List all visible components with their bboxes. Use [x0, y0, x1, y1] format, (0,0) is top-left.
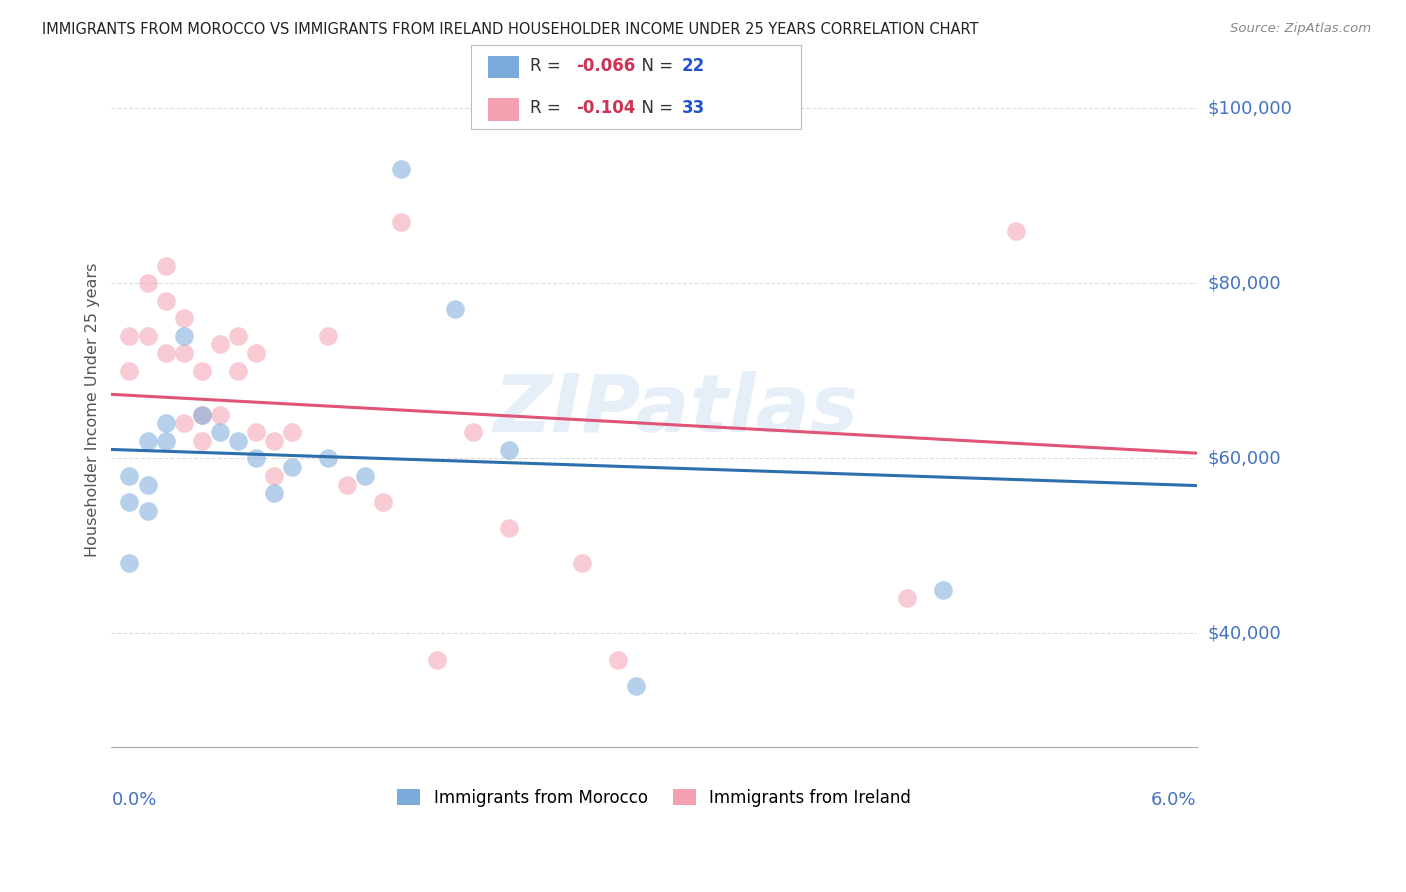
- Point: [226, 434, 249, 448]
- Point: [498, 442, 520, 457]
- Point: [191, 408, 214, 422]
- Point: [245, 425, 267, 439]
- Point: [245, 451, 267, 466]
- Point: [571, 557, 593, 571]
- Point: [353, 468, 375, 483]
- Point: [155, 259, 177, 273]
- Point: [226, 328, 249, 343]
- Text: R =: R =: [530, 57, 567, 75]
- Point: [173, 328, 195, 343]
- Y-axis label: Householder Income Under 25 years: Householder Income Under 25 years: [86, 263, 100, 558]
- Point: [155, 434, 177, 448]
- Text: $80,000: $80,000: [1208, 274, 1281, 293]
- Point: [155, 346, 177, 360]
- Point: [118, 468, 141, 483]
- Text: N =: N =: [631, 99, 679, 117]
- Point: [318, 328, 340, 343]
- Text: R =: R =: [530, 99, 567, 117]
- Point: [606, 653, 628, 667]
- Point: [191, 408, 214, 422]
- Point: [173, 346, 195, 360]
- Point: [155, 417, 177, 431]
- Point: [335, 477, 357, 491]
- Text: 0.0%: 0.0%: [111, 791, 157, 809]
- Point: [136, 276, 159, 290]
- Point: [1004, 224, 1026, 238]
- Point: [896, 591, 918, 606]
- Point: [191, 434, 214, 448]
- Point: [118, 495, 141, 509]
- Point: [463, 425, 485, 439]
- Point: [498, 521, 520, 535]
- Text: $100,000: $100,000: [1208, 99, 1292, 117]
- Text: $60,000: $60,000: [1208, 450, 1281, 467]
- Point: [318, 451, 340, 466]
- Point: [208, 337, 231, 351]
- Point: [281, 460, 304, 475]
- Text: 33: 33: [682, 99, 706, 117]
- Text: N =: N =: [631, 57, 679, 75]
- Text: Source: ZipAtlas.com: Source: ZipAtlas.com: [1230, 22, 1371, 36]
- Point: [226, 364, 249, 378]
- Point: [426, 653, 449, 667]
- Point: [281, 425, 304, 439]
- Text: IMMIGRANTS FROM MOROCCO VS IMMIGRANTS FROM IRELAND HOUSEHOLDER INCOME UNDER 25 Y: IMMIGRANTS FROM MOROCCO VS IMMIGRANTS FR…: [42, 22, 979, 37]
- Text: $40,000: $40,000: [1208, 624, 1281, 642]
- Text: 6.0%: 6.0%: [1152, 791, 1197, 809]
- Text: ZIPatlas: ZIPatlas: [494, 371, 858, 450]
- Point: [932, 582, 955, 597]
- Point: [173, 311, 195, 326]
- Point: [208, 408, 231, 422]
- Point: [263, 434, 285, 448]
- Point: [136, 504, 159, 518]
- Point: [208, 425, 231, 439]
- Point: [118, 557, 141, 571]
- Point: [263, 468, 285, 483]
- Point: [263, 486, 285, 500]
- Point: [624, 679, 647, 693]
- Point: [136, 328, 159, 343]
- Text: -0.066: -0.066: [576, 57, 636, 75]
- Point: [118, 328, 141, 343]
- Point: [173, 417, 195, 431]
- Legend: Immigrants from Morocco, Immigrants from Ireland: Immigrants from Morocco, Immigrants from…: [391, 782, 918, 814]
- Point: [136, 477, 159, 491]
- Point: [155, 293, 177, 308]
- Point: [389, 162, 412, 177]
- Point: [371, 495, 394, 509]
- Point: [136, 434, 159, 448]
- Point: [118, 364, 141, 378]
- Point: [444, 302, 467, 317]
- Text: -0.104: -0.104: [576, 99, 636, 117]
- Point: [389, 215, 412, 229]
- Point: [245, 346, 267, 360]
- Text: 22: 22: [682, 57, 706, 75]
- Point: [191, 364, 214, 378]
